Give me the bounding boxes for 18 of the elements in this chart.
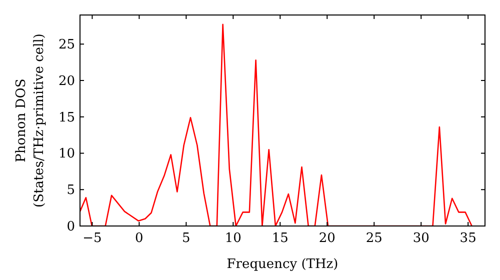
line-series xyxy=(80,24,472,226)
x-tick-label: 20 xyxy=(318,231,336,246)
x-tick-label: 10 xyxy=(224,231,242,246)
y-tick-label: 0 xyxy=(66,220,75,234)
y-tick-label: 15 xyxy=(58,110,75,126)
x-axis-title: Frequency (THz) xyxy=(226,257,338,272)
x-tick-label: 15 xyxy=(272,231,288,246)
y-tick-label: 20 xyxy=(58,74,75,89)
y-tick-label: 5 xyxy=(66,183,75,198)
x-tick-label: 30 xyxy=(412,231,430,246)
y-tick-label: 10 xyxy=(58,146,75,162)
y-tick-label: 25 xyxy=(58,38,75,53)
x-tick-label: 35 xyxy=(460,231,476,246)
x-tick-label: −5 xyxy=(82,231,102,246)
x-tick-label: 5 xyxy=(182,231,190,246)
y-axis-title: Phonon DOS (States/THz·primitive cell) xyxy=(14,33,47,208)
x-tick-label: 25 xyxy=(366,231,382,246)
x-tick-label: 0 xyxy=(135,231,144,246)
